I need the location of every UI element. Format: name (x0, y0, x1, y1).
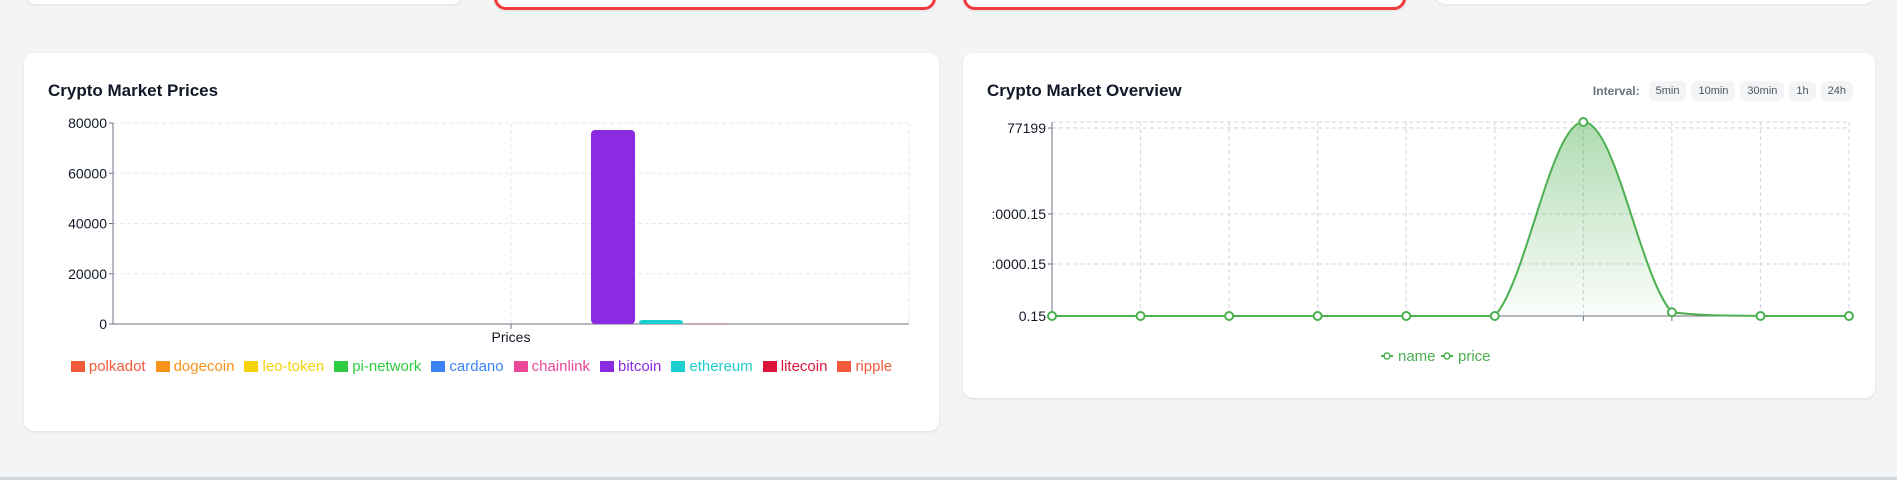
interval-selector: Interval: 5min 10min 30min 1h 24h (1593, 81, 1853, 101)
bar-y-tick-label: 40000 (68, 216, 107, 232)
legend-item-ripple[interactable]: ripple (837, 358, 892, 375)
top-card-4 (1434, 0, 1875, 4)
area-y-tick-label: :0000.15 (992, 206, 1047, 222)
area-legend-marker (1383, 352, 1391, 360)
interval-label: Interval: (1592, 84, 1640, 98)
area-legend-marker (1443, 352, 1451, 360)
legend-label: bitcoin (618, 358, 662, 375)
area-point[interactable] (1844, 310, 1854, 321)
legend-swatch (334, 361, 349, 372)
area-point[interactable] (1047, 310, 1057, 321)
interval-5min-button[interactable]: 5min (1648, 81, 1687, 101)
interval-1h-button[interactable]: 1h (1789, 81, 1816, 101)
top-card-1 (24, 0, 464, 4)
prices-bar-chart: 0 20000 40000 60000 80000 Prices (68, 115, 910, 345)
legend-swatch (70, 361, 85, 372)
area-point[interactable] (1666, 307, 1677, 318)
bar-bitcoin[interactable] (591, 130, 635, 324)
legend-swatch (155, 361, 170, 372)
bar-y-tick-label: 0 (99, 316, 107, 332)
prices-legend: polkadot dogecoin leo-token pi-network carda… (64, 358, 899, 375)
top-card-2-alert (494, 0, 936, 10)
area-point[interactable] (1135, 310, 1146, 321)
prices-card-title: Crypto Market Prices (48, 81, 219, 100)
area-legend-item-name[interactable]: name (1381, 348, 1436, 365)
area-point[interactable] (1489, 310, 1500, 321)
legend-label: litecoin (780, 358, 828, 375)
area-point[interactable] (1312, 310, 1323, 321)
top-card-3-alert (963, 0, 1406, 10)
legend-label: cardano (449, 358, 504, 375)
legend-swatch (513, 361, 528, 372)
bar-x-tick-label: Prices (492, 329, 531, 345)
area-legend-label: price (1458, 348, 1491, 365)
area-legend-label: name (1398, 348, 1436, 365)
area-legend-item-price[interactable]: price (1441, 348, 1491, 365)
area-point[interactable] (1224, 310, 1235, 321)
legend-item-polkadot[interactable]: polkadot (70, 358, 146, 375)
overview-area-chart: 77199 :0000.15 :0000.15 0.15 name price (992, 117, 1854, 365)
legend-item-chainlink[interactable]: chainlink (513, 358, 590, 375)
area-fill (1052, 121, 1849, 316)
legend-label: dogecoin (173, 358, 235, 375)
area-y-tick-label: :0000.15 (992, 256, 1047, 272)
overview-card: Crypto Market Overview Interval: 5min 10… (963, 53, 1875, 398)
legend-label: ethereum (689, 358, 753, 375)
bar-ethereum[interactable] (639, 319, 683, 324)
bar-y-tick-label: 20000 (68, 266, 107, 282)
area-y-tick-label: 77199 (1007, 120, 1046, 136)
legend-label: pi-network (352, 358, 422, 375)
legend-item-pi-network[interactable]: pi-network (334, 358, 421, 375)
legend-label: polkadot (88, 358, 146, 375)
legend-item-ethereum[interactable]: ethereum (671, 358, 753, 375)
legend-swatch (431, 361, 446, 372)
overview-card-title: Crypto Market Overview (987, 81, 1182, 100)
legend-swatch (600, 361, 614, 372)
interval-24h-button[interactable]: 24h (1820, 81, 1853, 101)
area-point[interactable] (1401, 310, 1412, 321)
area-point[interactable] (1755, 310, 1766, 321)
legend-label: ripple (855, 358, 893, 375)
prices-card: Crypto Market Prices 0 20000 40000 60000 800… (24, 53, 939, 431)
legend-swatch (244, 361, 259, 372)
legend-item-cardano[interactable]: cardano (431, 358, 504, 375)
area-point[interactable] (1578, 117, 1589, 127)
legend-item-litecoin[interactable]: litecoin (762, 358, 828, 375)
legend-item-leo-token[interactable]: leo-token (244, 358, 324, 375)
area-y-tick-label: 0.15 (1019, 308, 1046, 324)
bar-y-tick-label: 80000 (68, 115, 107, 131)
legend-label: leo-token (262, 358, 325, 375)
legend-swatch (762, 361, 777, 372)
legend-swatch (671, 361, 686, 372)
bar-y-tick-label: 60000 (68, 165, 107, 181)
area-line (1051, 120, 1849, 318)
legend-swatch (837, 361, 852, 372)
legend-item-bitcoin[interactable]: bitcoin (600, 358, 661, 375)
interval-10min-button[interactable]: 10min (1691, 81, 1736, 101)
interval-30min-button[interactable]: 30min (1740, 81, 1785, 101)
page-bottom-divider (0, 477, 1897, 480)
legend-label: chainlink (531, 358, 590, 375)
legend-item-dogecoin[interactable]: dogecoin (155, 358, 235, 375)
